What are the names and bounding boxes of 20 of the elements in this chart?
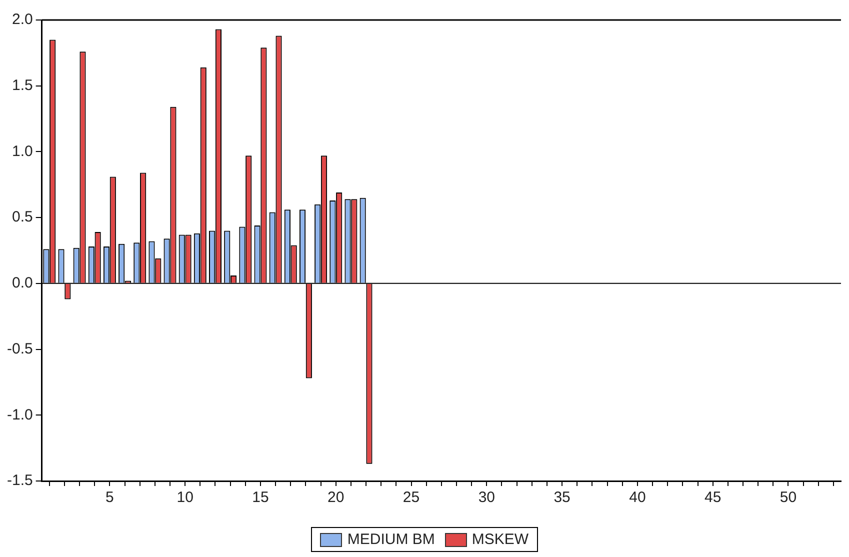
x-tick-label: 20	[328, 489, 344, 506]
y-tick-label: 2.0	[12, 11, 33, 28]
y-tick-label: -1.0	[6, 406, 33, 424]
y-tick-label: 0.5	[12, 208, 33, 226]
x-tick-label: 45	[704, 489, 722, 506]
y-tick-label: 0.0	[12, 274, 33, 292]
y-tick-label: 1.5	[12, 77, 33, 94]
x-tick-label: 15	[252, 489, 269, 506]
x-tick-label: 40	[629, 489, 646, 506]
x-tick-label: 50	[780, 489, 797, 506]
x-tick-label: 25	[402, 489, 420, 506]
x-tick-label: 10	[176, 489, 194, 506]
x-tick-label: 5	[106, 489, 114, 506]
legend-label: MSKEW	[472, 531, 529, 548]
y-tick-label: -0.5	[6, 340, 33, 358]
legend-label: MEDIUM BM	[347, 531, 435, 548]
y-tick-label: -1.5	[6, 472, 33, 490]
x-tick-label: 35	[554, 489, 570, 506]
x-tick-label: 30	[478, 489, 495, 506]
y-tick-label: 1.0	[12, 142, 33, 160]
